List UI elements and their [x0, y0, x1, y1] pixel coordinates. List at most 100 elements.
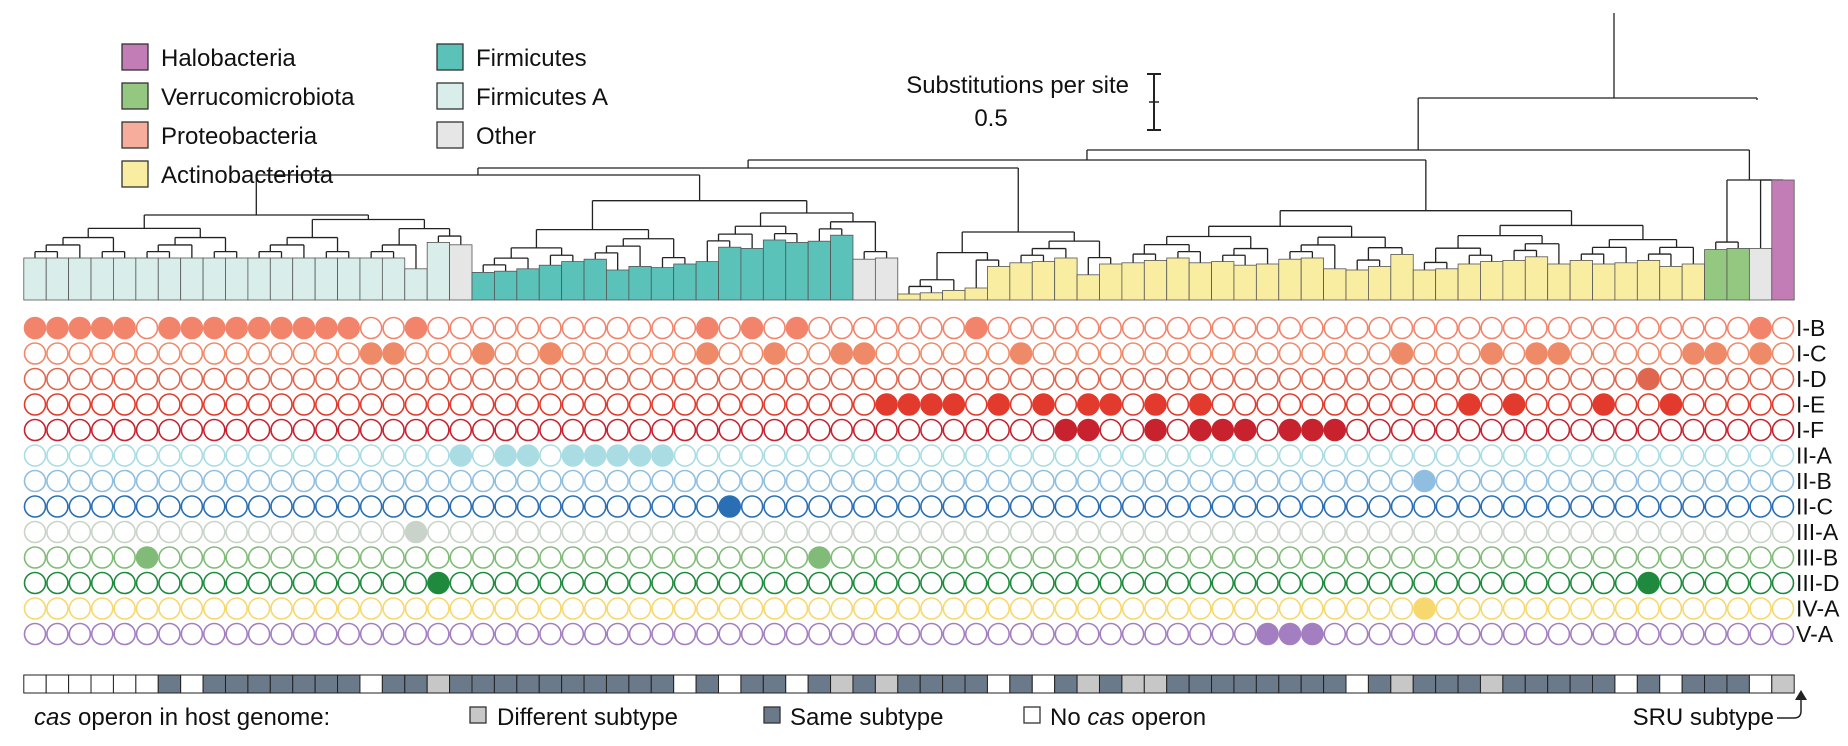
host-cas-cell [1009, 674, 1033, 694]
cas-absent-dot [1771, 444, 1795, 467]
cas-absent-dot [1368, 495, 1391, 518]
cas-absent-dot [449, 367, 473, 391]
cas-absent-dot [270, 520, 293, 544]
cas-absent-dot [1570, 546, 1593, 569]
cas-absent-dot [135, 393, 159, 416]
host-swatch-none [1023, 706, 1041, 724]
cas-absent-dot [1256, 418, 1279, 442]
cas-absent-dot [897, 444, 921, 467]
cas-absent-dot [1189, 571, 1212, 595]
host-cas-cell [202, 674, 226, 694]
cas-absent-dot [68, 495, 92, 518]
cas-absent-dot [561, 622, 585, 646]
cas-absent-dot [942, 546, 966, 569]
taxon-bar [964, 287, 988, 301]
cas-absent-dot [337, 418, 361, 442]
taxon-bar [1345, 269, 1369, 301]
cas-absent-dot [23, 418, 47, 442]
cas-present-dot [180, 316, 204, 340]
host-cas-cell [1659, 674, 1683, 694]
cas-subtype-grid [23, 316, 1795, 646]
cas-absent-dot [1345, 571, 1369, 595]
cas-absent-dot [1323, 316, 1347, 340]
cas-absent-dot [225, 367, 248, 391]
cas-absent-dot [1614, 571, 1638, 595]
taxon-bar [381, 257, 406, 301]
cas-absent-dot [135, 342, 159, 365]
taxon-bar [1099, 263, 1123, 301]
cas-absent-dot [583, 342, 607, 365]
cas-present-dot [920, 393, 943, 416]
cas-absent-dot [1121, 622, 1145, 646]
cas-absent-dot [606, 342, 629, 365]
cas-absent-dot [1502, 495, 1526, 518]
cas-absent-dot [1771, 418, 1795, 442]
legend-label: Halobacteria [161, 45, 296, 72]
cas-absent-dot [1323, 444, 1347, 467]
cas-absent-dot [113, 444, 136, 467]
cas-absent-dot [1592, 367, 1616, 391]
cas-absent-dot [270, 597, 293, 620]
row-label: III-A [1796, 519, 1839, 545]
cas-absent-dot [651, 495, 674, 518]
cas-absent-dot [1390, 495, 1414, 518]
cas-absent-dot [68, 469, 92, 493]
cas-absent-dot [113, 571, 136, 595]
cas-absent-dot [696, 393, 719, 416]
taxon-bar [494, 270, 518, 301]
cas-absent-dot [1659, 418, 1683, 442]
taxon-bar [852, 258, 876, 301]
cas-absent-dot [942, 495, 966, 518]
cas-absent-dot [1256, 444, 1279, 467]
cas-absent-dot [1054, 520, 1078, 544]
taxon-bar [1726, 247, 1750, 301]
cas-absent-dot [247, 469, 271, 493]
cas-absent-dot [471, 393, 495, 416]
cas-absent-dot [1076, 546, 1100, 569]
cas-present-dot [785, 316, 809, 340]
cas-absent-dot [135, 444, 159, 467]
cas-absent-dot [561, 597, 585, 620]
cas-absent-dot [942, 367, 966, 391]
cas-absent-dot [1189, 622, 1212, 646]
cas-absent-dot [359, 520, 383, 544]
cas-absent-dot [606, 316, 629, 340]
cas-absent-dot [830, 495, 854, 518]
cas-absent-dot [471, 571, 495, 595]
cas-absent-dot [1726, 444, 1750, 467]
cas-absent-dot [1121, 444, 1145, 467]
cas-absent-dot [1054, 444, 1078, 467]
cas-absent-dot [897, 367, 921, 391]
cas-absent-dot [696, 520, 719, 544]
cas-absent-dot [1502, 597, 1526, 620]
cas-absent-dot [1076, 469, 1100, 493]
cas-absent-dot [1211, 571, 1235, 595]
cas-absent-dot [628, 418, 652, 442]
cas-absent-dot [1659, 367, 1683, 391]
cas-present-dot [270, 316, 293, 340]
cas-absent-dot [1189, 444, 1212, 467]
cas-absent-dot [1189, 367, 1212, 391]
host-cas-cell [493, 674, 518, 694]
cas-absent-dot [1682, 597, 1705, 620]
cas-absent-dot [1032, 495, 1055, 518]
taxon-bar [718, 246, 742, 301]
cas-absent-dot [90, 520, 114, 544]
cas-absent-dot [539, 597, 562, 620]
cas-absent-dot [1166, 418, 1190, 442]
cas-absent-dot [673, 418, 697, 442]
cas-absent-dot [561, 546, 585, 569]
cas-absent-dot [359, 495, 383, 518]
cas-absent-dot [158, 520, 181, 544]
cas-absent-dot [1570, 316, 1593, 340]
cas-absent-dot [1435, 367, 1459, 391]
cas-absent-dot [427, 495, 450, 518]
cas-absent-dot [113, 418, 136, 442]
row-label: II-C [1796, 494, 1833, 520]
cas-absent-dot [1189, 495, 1212, 518]
cas-absent-dot [90, 495, 114, 518]
cas-absent-dot [113, 469, 136, 493]
cas-absent-dot [1457, 520, 1481, 544]
cas-absent-dot [561, 342, 585, 365]
cas-absent-dot [1121, 367, 1145, 391]
